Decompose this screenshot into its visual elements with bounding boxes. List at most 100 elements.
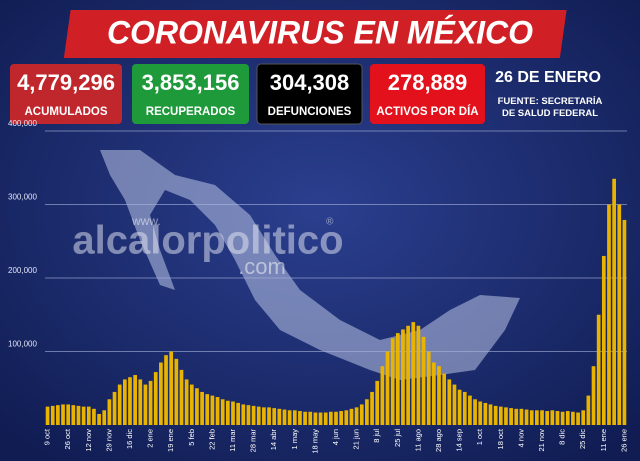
bar (540, 410, 544, 425)
bar (493, 405, 498, 425)
bar (612, 178, 616, 425)
x-tick-label: 1 oct (475, 428, 484, 445)
bar (586, 395, 591, 425)
x-tick-label: 19 ene (166, 429, 175, 452)
bar (601, 255, 606, 425)
bar (159, 362, 163, 425)
bar (143, 384, 148, 425)
bar (195, 388, 199, 425)
stat-label: ACTIVOS POR DÍA (376, 105, 478, 118)
watermark-mark: ® (326, 217, 334, 228)
bar (45, 406, 50, 425)
bar (282, 409, 287, 425)
bar (560, 411, 565, 425)
y-tick-label: 300,000 (8, 193, 37, 202)
title: CORONAVIRUS EN MÉXICO (107, 14, 533, 50)
x-tick-label: 28 mar (249, 428, 258, 452)
stat-value: 304,308 (270, 70, 350, 95)
bar (205, 394, 210, 425)
bar (92, 408, 96, 425)
watermark-prefix: www. (131, 214, 161, 228)
bar (107, 399, 112, 425)
bar (555, 411, 560, 425)
bar (210, 395, 215, 425)
bar (596, 314, 601, 425)
stat-box (10, 64, 122, 124)
title-banner (63, 10, 567, 58)
x-tick-label: 21 nov (537, 429, 546, 452)
bar (442, 373, 447, 425)
bar (86, 406, 91, 425)
bar (56, 405, 60, 425)
bar (102, 410, 107, 425)
bar (375, 380, 380, 425)
bar (504, 407, 508, 425)
x-tick-label: 1 may (290, 429, 299, 450)
y-tick-label: 100,000 (8, 340, 37, 349)
bar (256, 406, 261, 425)
bar (225, 400, 230, 425)
x-tick-label: 14 abr (269, 429, 278, 451)
map-silhouette (100, 150, 520, 380)
bar (344, 410, 349, 425)
bar (215, 397, 220, 425)
bar (251, 405, 256, 425)
bar (488, 404, 493, 425)
bar (117, 384, 122, 425)
stat-value: 278,889 (388, 70, 468, 95)
bar (164, 355, 168, 425)
stat-box (370, 64, 485, 124)
bar (76, 405, 81, 425)
bar (401, 329, 405, 425)
bar (411, 322, 416, 425)
bar (308, 411, 313, 425)
bar (236, 402, 240, 425)
bar (545, 411, 550, 425)
bar (365, 399, 369, 425)
bar (457, 389, 462, 425)
stat-box (132, 64, 249, 124)
x-tick-label: 29 nov (104, 429, 113, 452)
bar (241, 404, 246, 425)
x-tick-label: 25 dic (578, 429, 587, 449)
bar (349, 408, 354, 425)
watermark-name: alcalorpolitico (72, 219, 343, 263)
bar (153, 372, 158, 425)
bar (81, 406, 86, 425)
bar (380, 366, 385, 425)
x-tick-label: 8 dic (558, 429, 567, 445)
bar (529, 410, 534, 425)
date: 26 DE ENERO (495, 69, 601, 86)
bar (565, 411, 570, 425)
x-tick-label: 18 may (310, 429, 319, 454)
bar (498, 406, 503, 425)
bar (277, 408, 282, 425)
bar (169, 351, 174, 425)
bar (133, 375, 137, 425)
bar (390, 338, 395, 425)
bar (370, 391, 374, 425)
bar (622, 219, 627, 425)
bar (617, 204, 622, 425)
bar (298, 411, 302, 425)
stat-label: DEFUNCIONES (268, 106, 352, 118)
x-tick-label: 14 sep (455, 429, 464, 452)
bar (421, 336, 426, 425)
bar (478, 401, 483, 425)
bar (452, 384, 457, 425)
y-tick-label: 200,000 (8, 266, 37, 275)
x-tick-label: 12 nov (84, 429, 93, 452)
bar (318, 412, 323, 425)
bar (524, 409, 529, 425)
bar (359, 404, 364, 425)
bar (509, 408, 513, 425)
x-tick-label: 2 ene (146, 429, 155, 448)
watermark: www. alcalorpolitico ® .com (72, 214, 343, 279)
x-tick-label: 9 oct (43, 428, 52, 445)
bar (138, 379, 143, 425)
bar (128, 377, 132, 425)
bar (97, 413, 101, 425)
x-tick-label: 4 nov (516, 429, 525, 448)
